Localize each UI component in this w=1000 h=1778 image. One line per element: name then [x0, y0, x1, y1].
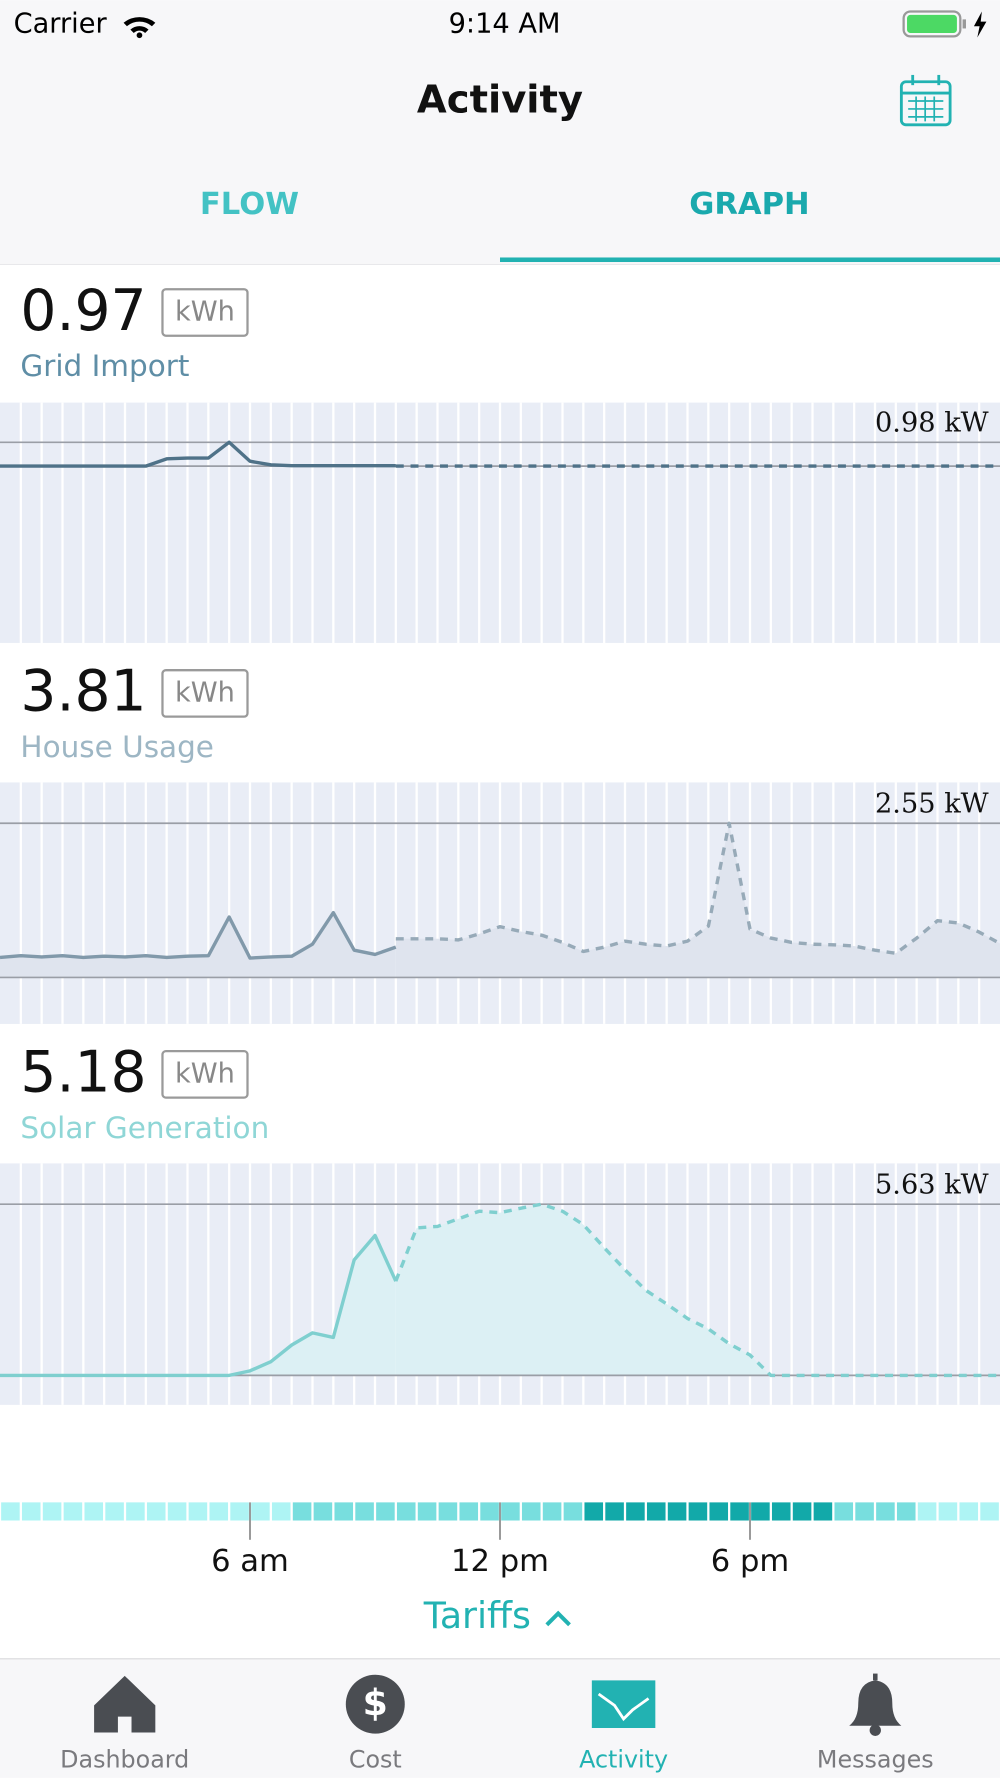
dashboard-icon[interactable]	[94, 1675, 156, 1733]
tariff-block	[438, 1502, 458, 1521]
area	[395, 1204, 1000, 1376]
tariff-block	[355, 1502, 374, 1521]
tariff-block	[605, 1502, 624, 1521]
page-title: Activity	[417, 78, 583, 123]
max-label: 0.98 kW	[875, 408, 989, 439]
tariff-block	[480, 1502, 499, 1521]
unit-box	[161, 1049, 249, 1099]
tariff-block	[542, 1502, 562, 1521]
tariff-block	[563, 1502, 583, 1521]
area	[395, 823, 1000, 978]
tariff-block	[896, 1502, 916, 1521]
tariff-block	[105, 1502, 124, 1521]
tariff-block	[917, 1502, 937, 1521]
tariff-block	[730, 1502, 749, 1521]
segment-tab[interactable]: FLOW	[200, 187, 299, 222]
tariff-block	[813, 1502, 833, 1521]
max-label: 5.63 kW	[875, 1170, 989, 1201]
tariff-block	[626, 1502, 645, 1521]
clock: 9:14 AM	[449, 9, 561, 40]
tariff-block	[459, 1502, 479, 1521]
area	[0, 1235, 396, 1376]
time-label: 6 pm	[711, 1544, 789, 1579]
series-line	[0, 1233, 398, 1378]
series-line	[0, 910, 397, 960]
tariff-block	[667, 1502, 687, 1521]
activity-icon[interactable]	[591, 1680, 656, 1729]
series-line	[0, 440, 396, 468]
tariff-block	[834, 1502, 854, 1521]
panel-total: 3.81	[20, 659, 146, 725]
tariff-block	[876, 1502, 895, 1521]
tariff-block	[251, 1502, 270, 1521]
svg-text:$: $	[363, 1681, 388, 1724]
unit-box	[161, 669, 249, 718]
series-line	[394, 1202, 1000, 1378]
tab-label[interactable]: Dashboard	[60, 1745, 189, 1773]
tariff-block	[167, 1502, 187, 1521]
panel-label: Solar Generation	[20, 1111, 269, 1145]
battery-icon	[902, 10, 987, 38]
area	[0, 912, 396, 978]
panel-label: House Usage	[20, 730, 214, 764]
tariff-block	[188, 1502, 208, 1521]
tariff-block	[938, 1502, 958, 1521]
tariff-block	[771, 1502, 791, 1521]
tariff-block	[42, 1502, 62, 1521]
messages-icon[interactable]	[849, 1673, 902, 1736]
unit: kWh	[175, 1058, 235, 1089]
tariff-block	[417, 1502, 437, 1521]
tariff-block	[521, 1502, 541, 1521]
cost-icon[interactable]: $	[345, 1674, 405, 1734]
tariff-block	[709, 1502, 729, 1521]
tab-bar: $ Dashboard Cost Activity Messages	[0, 1658, 1000, 1778]
tariff-block	[980, 1502, 999, 1521]
tariff-block	[688, 1502, 708, 1521]
tab-bar-bg	[0, 1658, 1000, 1778]
tariff-block	[959, 1502, 979, 1521]
tariff-block	[501, 1502, 520, 1521]
wifi-icon	[123, 17, 156, 39]
header-bg	[0, 0, 1000, 264]
tariff-block	[230, 1502, 249, 1521]
tariff-block	[855, 1502, 874, 1521]
tariff-block	[313, 1502, 333, 1521]
tariff-block	[126, 1502, 145, 1521]
carrier: Carrier	[14, 9, 108, 40]
tab-underline	[500, 257, 1000, 263]
series-line	[395, 821, 1000, 955]
calendar-button[interactable]	[899, 74, 952, 127]
tariff-block	[63, 1502, 83, 1521]
tariff-block	[751, 1502, 770, 1521]
tariff-block	[84, 1502, 104, 1521]
segment-tab[interactable]: GRAPH	[689, 187, 809, 222]
panel-label: Grid Import	[20, 349, 189, 383]
tariffs-toggle[interactable]: Tariffs	[423, 1594, 531, 1637]
unit: kWh	[175, 677, 235, 708]
tariff-block	[146, 1502, 166, 1521]
panel-total: 5.18	[20, 1040, 146, 1106]
tariff-block	[396, 1502, 416, 1521]
tariff-block	[21, 1502, 41, 1521]
unit: kWh	[175, 297, 235, 328]
time-label: 12 pm	[451, 1544, 549, 1579]
tariff-block	[584, 1502, 604, 1521]
max-label: 2.55 kW	[875, 789, 989, 820]
tariff-block	[209, 1502, 229, 1521]
tariff-block	[292, 1502, 312, 1521]
tariff-block	[646, 1502, 666, 1521]
panel-total: 0.97	[20, 278, 146, 344]
tab-label[interactable]: Activity	[579, 1745, 668, 1773]
tariff-block	[334, 1502, 354, 1521]
tab-label[interactable]: Cost	[349, 1745, 402, 1773]
tariff-block	[271, 1502, 291, 1521]
tab-label[interactable]: Messages	[817, 1745, 934, 1773]
tariff-block	[376, 1502, 395, 1521]
unit-box	[161, 288, 249, 337]
time-label: 6 am	[211, 1544, 289, 1579]
chevron-up[interactable]	[545, 1610, 571, 1627]
tariff-block	[1, 1502, 20, 1521]
tariff-block	[792, 1502, 812, 1521]
